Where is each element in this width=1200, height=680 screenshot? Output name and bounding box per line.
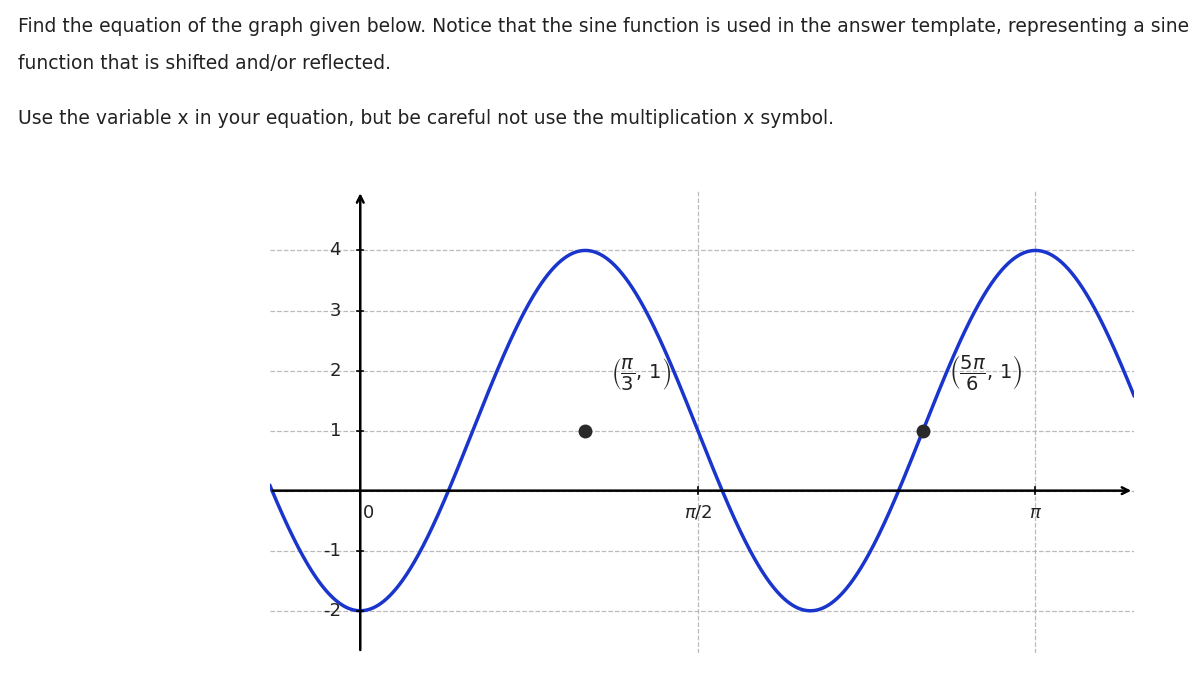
Text: 4: 4 (330, 241, 341, 260)
Text: 1: 1 (330, 422, 341, 439)
Text: $\pi$: $\pi$ (1028, 504, 1042, 522)
Text: -1: -1 (323, 542, 341, 560)
Text: 0: 0 (364, 504, 374, 522)
Text: $\left(\dfrac{5π}{6},\,1\right)$: $\left(\dfrac{5π}{6},\,1\right)$ (949, 352, 1022, 392)
Text: 2: 2 (330, 362, 341, 379)
Text: $\pi/2$: $\pi/2$ (684, 504, 712, 522)
Text: 3: 3 (330, 301, 341, 320)
Text: -2: -2 (323, 602, 341, 619)
Text: $\left(\dfrac{π}{3},\,1\right)$: $\left(\dfrac{π}{3},\,1\right)$ (611, 356, 671, 392)
Text: Use the variable x in your equation, but be careful not use the multiplication x: Use the variable x in your equation, but… (18, 109, 834, 128)
Text: function that is shifted and/or reflected.: function that is shifted and/or reflecte… (18, 54, 391, 73)
Text: Find the equation of the graph given below. Notice that the sine function is use: Find the equation of the graph given bel… (18, 17, 1189, 36)
